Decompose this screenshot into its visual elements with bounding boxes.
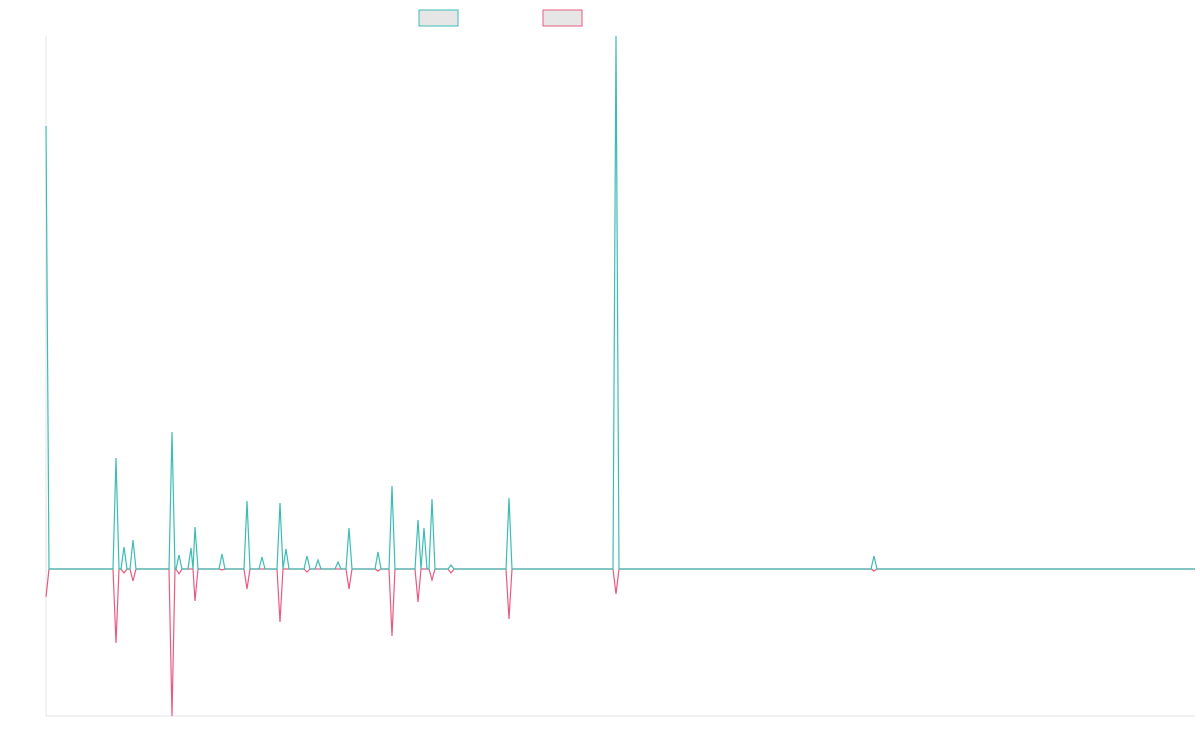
series-line: [45, 35, 1195, 570]
series-line: [45, 568, 1195, 717]
legend-swatch[interactable]: [418, 9, 459, 27]
legend-swatch[interactable]: [542, 9, 583, 27]
